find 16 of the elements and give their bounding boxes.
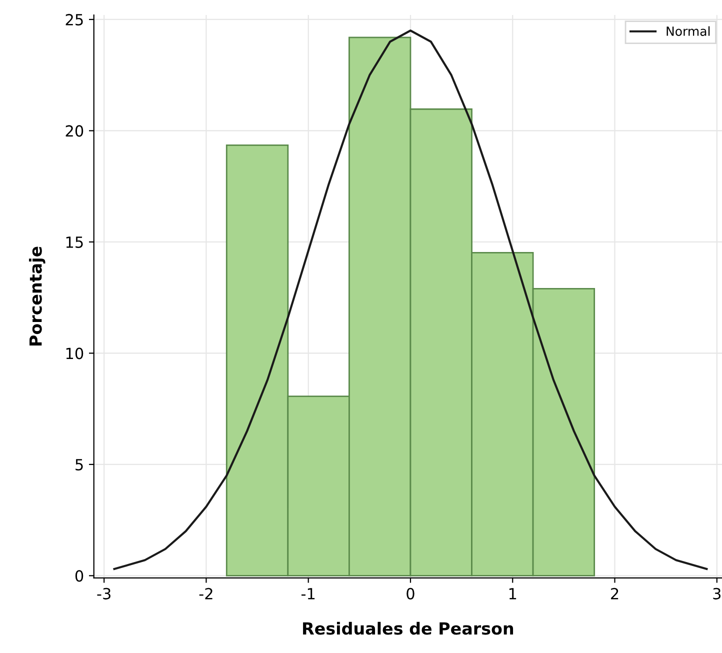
x-axis-title: Residuales de Pearson: [303, 622, 514, 635]
x-tick-label: 3: [713, 588, 721, 600]
x-tick-label: 1: [509, 588, 516, 600]
y-tick-label: 25: [66, 14, 83, 26]
x-tick-label: -1: [301, 588, 315, 600]
x-tick-label: -3: [97, 588, 110, 600]
x-tick-label: 2: [611, 588, 618, 600]
y-tick-label: 15: [66, 236, 83, 248]
y-axis-title: Porcentaje: [28, 246, 46, 346]
x-tick-label: -2: [199, 588, 212, 600]
y-tick-label: 20: [66, 125, 84, 137]
legend-label: Normal: [666, 26, 710, 36]
y-tick-label: 0: [75, 570, 84, 582]
y-tick-label: 5: [76, 459, 83, 470]
y-tick-label: 10: [66, 348, 84, 360]
x-tick-label: 0: [406, 588, 414, 600]
